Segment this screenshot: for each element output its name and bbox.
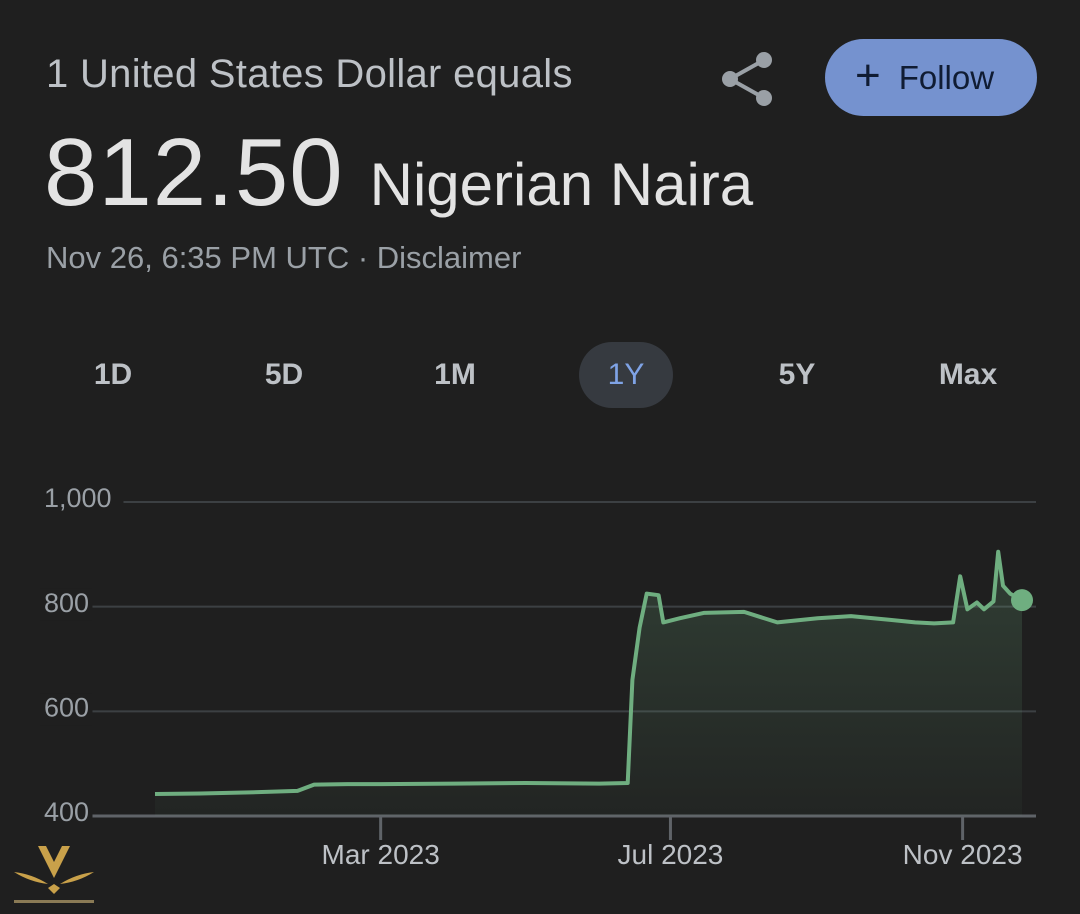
x-tick-label: Nov 2023 — [903, 839, 1023, 870]
exchange-rate-chart: 1,000 800 600 400 Mar 2023 Jul 2023 Nov 2023 — [40, 483, 1036, 870]
tab-max[interactable]: Max — [938, 358, 998, 391]
y-tick-label: 400 — [44, 797, 89, 827]
x-tick-label: Jul 2023 — [618, 839, 724, 870]
follow-label: Follow — [898, 58, 995, 96]
y-tick-label-bg — [40, 693, 93, 726]
chart-area-fill — [155, 551, 1022, 816]
currency-name: Nigerian Naira — [369, 151, 754, 218]
tab-1d[interactable]: 1D — [93, 358, 133, 391]
share-icon[interactable] — [718, 50, 776, 108]
tab-1y[interactable]: 1Y — [579, 342, 673, 408]
y-tick-label-bg — [40, 484, 124, 516]
y-tick-label: 1,000 — [44, 483, 112, 513]
plus-icon: + — [855, 50, 881, 100]
tab-5d[interactable]: 5D — [264, 358, 304, 391]
y-tick-label: 600 — [44, 692, 89, 722]
y-tick-label: 800 — [44, 588, 89, 618]
range-tabs: 1D 5D 1M 1Y 5Y Max — [0, 342, 1080, 408]
x-tick-label: Mar 2023 — [322, 839, 440, 870]
quote-row: 812.50 Nigerian Naira — [44, 118, 753, 228]
watermark-logo — [14, 846, 94, 903]
y-tick-label-bg — [40, 588, 93, 621]
chart-series-line — [154, 549, 1023, 796]
follow-button[interactable]: + Follow — [825, 39, 1037, 116]
tab-5y[interactable]: 5Y — [778, 358, 816, 391]
conversion-subtitle: 1 United States Dollar equals — [46, 52, 573, 96]
tab-1m[interactable]: 1M — [434, 358, 476, 391]
exchange-rate-value: 812.50 — [44, 119, 344, 226]
chart-current-point[interactable] — [1011, 589, 1033, 612]
timestamp-disclaimer[interactable]: Nov 26, 6:35 PM UTC · Disclaimer — [46, 240, 522, 275]
y-tick-label-bg — [40, 798, 93, 830]
